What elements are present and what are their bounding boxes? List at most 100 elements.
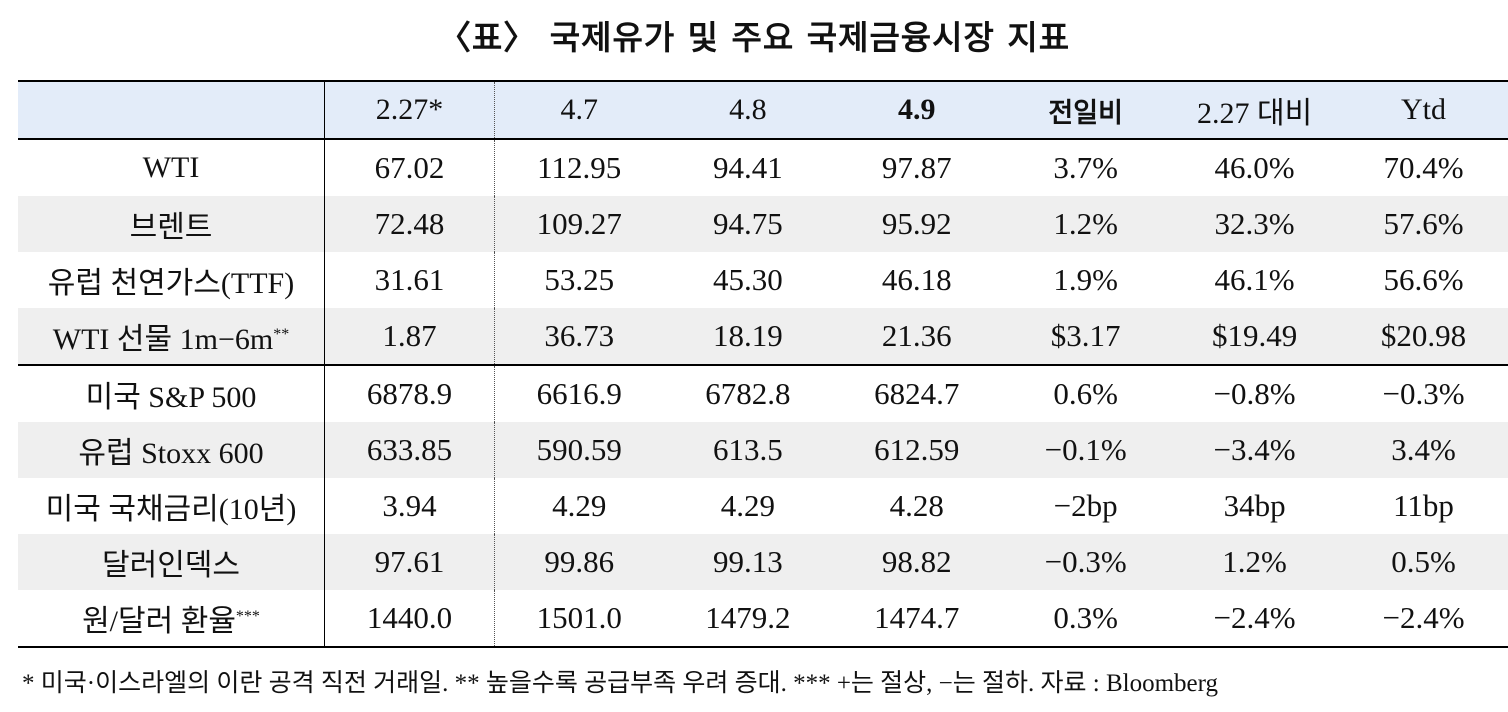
row-label-text: 브렌트 (129, 211, 213, 244)
table-cell: 56.6% (1383, 262, 1464, 297)
table-cell: 6824.7 (874, 376, 960, 411)
table-cell: 99.13 (712, 544, 783, 579)
row-label: 원/달러 환율*** (18, 590, 325, 648)
table-cell: $20.98 (1339, 308, 1508, 366)
table-cell: 98.82 (881, 544, 952, 579)
table-title: 〈표〉 국제유가 및 주요 국제금융시장 지표 (437, 18, 1071, 57)
table-cell: 97.87 (881, 150, 952, 185)
table-cell: $3.17 (1001, 308, 1171, 366)
table-cell: 0.5% (1391, 544, 1456, 579)
table-cell: 612.59 (874, 432, 960, 467)
table-row: 미국 국채금리(10년) 3.94 4.29 4.29 4.28 −2bp 34bp 11bp (18, 478, 1508, 534)
header-cell-feb27: 2.27* (324, 80, 495, 140)
table-cell: 1.2% (1053, 206, 1118, 241)
table-cell: 6616.9 (536, 376, 622, 411)
table-cell: 11bp (1393, 488, 1454, 523)
table-row: 브렌트 72.48 109.27 94.75 95.92 1.2% 32.3% 57.6% (18, 196, 1508, 252)
header-cell-apr9: 4.9 (832, 80, 1002, 140)
market-indicators-table: 2.27* 4.7 4.8 4.9 전일비 2.27 대비 Ytd WTI 67.… (18, 80, 1508, 648)
table-cell: 6782.8 (705, 376, 791, 411)
table-cell: 45.30 (712, 262, 783, 297)
table-cell: 57.6% (1383, 206, 1464, 241)
row-label-text: 원/달러 환율 (82, 605, 236, 638)
row-label-text: 유럽 천연가스(TTF) (47, 267, 295, 300)
table-cell: 72.48 (324, 196, 495, 252)
row-label-text: 미국 국채금리(10년) (45, 493, 297, 526)
table-cell: 31.61 (324, 252, 495, 308)
table-cell: 6878.9 (324, 365, 495, 422)
row-label: 유럽 Stoxx 600 (18, 422, 325, 478)
table-cell: −2bp (1053, 488, 1118, 523)
table-cell: 1440.0 (324, 590, 495, 648)
footnote: * 미국·이스라엘의 이란 공격 직전 거래일. ** 높을수록 공급부족 우려… (22, 670, 1219, 697)
table-cell: 1474.7 (832, 590, 1002, 648)
table-cell: 633.85 (324, 422, 495, 478)
table-cell: 36.73 (494, 308, 664, 366)
header-cell-ytd: Ytd (1339, 80, 1508, 140)
table-cell: 4.28 (889, 488, 944, 523)
table-cell: 3.7% (1053, 150, 1118, 185)
header-row: 2.27* 4.7 4.8 4.9 전일비 2.27 대비 Ytd (18, 80, 1508, 140)
row-label: 유럽 천연가스(TTF) (18, 252, 325, 308)
row-label-text: 미국 S&P 500 (85, 381, 257, 414)
table-cell: 1.2% (1222, 544, 1287, 579)
row-label: 브렌트 (18, 196, 325, 252)
table-cell: 1501.0 (494, 590, 664, 648)
table-cell: 0.3% (1001, 590, 1171, 648)
table-cell: −0.3% (1382, 376, 1465, 411)
table-cell: 18.19 (663, 308, 833, 366)
table-cell: 1.87 (324, 308, 495, 366)
table-cell: 0.6% (1053, 376, 1118, 411)
table-cell: 34bp (1223, 488, 1286, 523)
footnote-marker: ** (273, 326, 290, 343)
table-cell: 46.0% (1214, 150, 1295, 185)
table-cell: −0.8% (1213, 376, 1296, 411)
table-cell: 3.4% (1391, 432, 1456, 467)
header-cell-empty (18, 80, 325, 140)
table-row: 원/달러 환율*** 1440.0 1501.0 1479.2 1474.7 0.3% −2… (18, 590, 1508, 648)
table-cell: 53.25 (544, 262, 615, 297)
header-cell-daily-change: 전일비 (1001, 80, 1171, 140)
row-label-text: 달러인덱스 (102, 549, 240, 582)
row-label-text: WTI (142, 151, 200, 184)
header-cell-apr7: 4.7 (494, 80, 664, 140)
table-cell: 112.95 (537, 150, 622, 185)
row-label: WTI 선물 1m−6m** (18, 308, 325, 366)
table-cell: 67.02 (324, 139, 495, 196)
table-row: 유럽 Stoxx 600 633.85 590.59 613.5 612.59 −0.1%… (18, 422, 1508, 478)
table-cell: 3.94 (324, 478, 495, 534)
table-row: WTI 67.02 112.95 94.41 97.87 3.7% 46.0% 70.4% (18, 139, 1508, 196)
row-label: WTI (18, 139, 325, 196)
table-row: WTI 선물 1m−6m** 1.87 36.73 18.19 21.36 $3.17 $1… (18, 308, 1508, 366)
table-cell: 1479.2 (663, 590, 833, 648)
footnote-marker: *** (235, 608, 260, 625)
table-cell: −3.4% (1213, 432, 1296, 467)
table-cell: 4.29 (720, 488, 775, 523)
table-row: 미국 S&P 500 6878.9 6616.9 6782.8 6824.7 0.6% −0… (18, 365, 1508, 422)
table-cell: 94.75 (712, 206, 783, 241)
table-cell: −0.1% (1044, 432, 1127, 467)
table-cell: 32.3% (1214, 206, 1295, 241)
table-cell: 94.41 (712, 150, 783, 185)
table-cell: 99.86 (544, 544, 615, 579)
row-label-text: 유럽 Stoxx 600 (78, 437, 264, 470)
table-cell: 97.61 (324, 534, 495, 590)
row-label: 미국 국채금리(10년) (18, 478, 325, 534)
table-cell: 46.1% (1214, 262, 1295, 297)
table-cell: 95.92 (881, 206, 952, 241)
table-cell: −2.4% (1339, 590, 1508, 648)
header-cell-apr8: 4.8 (663, 80, 833, 140)
table-cell: −2.4% (1170, 590, 1340, 648)
table-cell: 109.27 (536, 206, 622, 241)
table-cell: 46.18 (881, 262, 952, 297)
table-cell: $19.49 (1170, 308, 1340, 366)
table-row: 달러인덱스 97.61 99.86 99.13 98.82 −0.3% 1.2% 0.5% (18, 534, 1508, 590)
table-cell: 4.29 (552, 488, 607, 523)
table-cell: 613.5 (712, 432, 783, 467)
row-label: 미국 S&P 500 (18, 365, 325, 422)
header-cell-vs-feb27: 2.27 대비 (1170, 80, 1340, 140)
table-cell: 590.59 (536, 432, 622, 467)
table-cell: 70.4% (1383, 150, 1464, 185)
row-label: 달러인덱스 (18, 534, 325, 590)
table-cell: 1.9% (1053, 262, 1118, 297)
